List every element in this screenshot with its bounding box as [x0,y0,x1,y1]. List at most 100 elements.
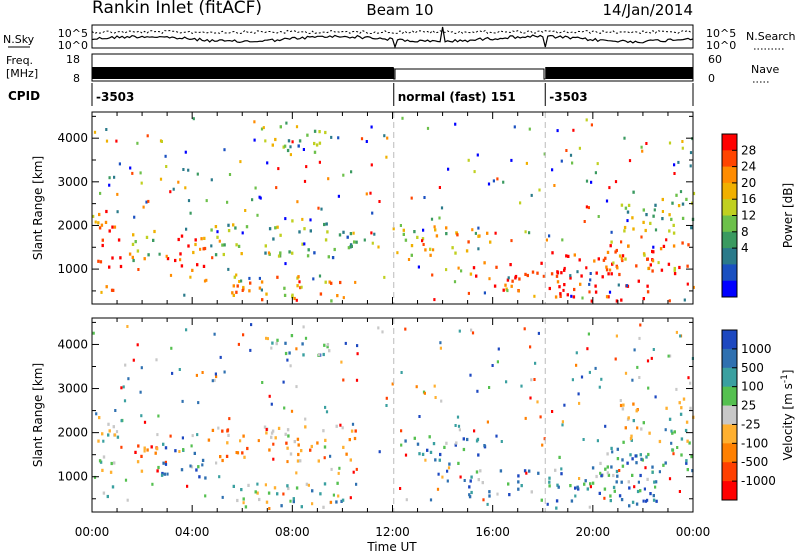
data-cell [635,502,639,506]
data-cell [276,225,279,229]
data-cell [681,140,684,143]
data-cell [611,262,614,266]
data-cell [245,225,249,229]
data-cell [454,122,457,126]
data-cell [298,139,302,143]
data-cell [646,477,649,481]
data-cell [550,272,554,276]
data-cell [268,507,271,510]
data-cell [256,213,259,217]
data-cell [601,473,605,477]
data-cell [575,363,578,367]
data-cell [136,249,140,253]
data-cell [600,473,603,477]
noise-search-label: N.Search [746,30,796,43]
data-cell [214,225,218,229]
data-cell [288,250,291,254]
data-cell [457,424,461,428]
data-cell [636,365,639,369]
data-cell [460,269,463,273]
colorbar-swatch [722,348,737,369]
data-cell [638,376,641,379]
data-cell [606,465,609,469]
colorbar-swatch [722,248,737,265]
data-cell [524,416,527,420]
data-cell [348,438,351,442]
data-cell [108,229,111,233]
y-tick-label: 1000 [57,262,88,276]
data-cell [201,371,204,374]
data-cell [303,179,307,183]
data-cell [385,396,388,400]
data-cell [679,412,683,416]
data-cell [102,491,106,495]
data-cell [631,500,635,504]
data-cell [274,137,277,142]
data-cell [619,399,622,402]
data-cell [436,487,440,491]
data-cell [289,452,293,456]
data-cell [577,392,580,396]
data-cell [116,435,120,439]
data-cell [654,228,658,232]
data-cell [479,469,482,473]
data-cell [295,347,298,351]
data-cell [434,228,437,232]
data-cell [623,229,626,233]
data-cell [279,233,282,237]
data-cell [261,298,264,302]
data-cell [218,475,221,479]
data-cell [214,253,218,257]
data-cell [185,227,188,231]
data-cell [588,505,591,509]
data-cell [301,242,304,246]
data-cell [681,202,685,206]
data-cell [525,471,528,475]
data-cell [106,494,109,499]
freq-band-marks [92,67,693,80]
data-cell [324,405,327,409]
data-cell [487,182,491,186]
data-cell [109,470,113,474]
data-cell [189,211,192,215]
data-cell [240,488,243,492]
data-cell [628,504,631,508]
data-cell [95,412,98,416]
data-cell [110,461,113,466]
velocity-colorbar: 1000 500 100 25 -25 -100 -500 -1000 Velocity [m … [721,329,795,501]
data-cell [561,238,564,242]
data-cell [284,341,287,345]
data-cell [400,371,403,374]
data-cell [643,487,646,491]
data-cell [416,442,420,446]
data-cell [286,460,289,464]
data-cell [626,210,630,214]
data-cell [658,470,661,474]
data-cell [295,486,299,490]
data-cell [119,264,123,269]
data-cell [438,186,441,189]
data-cell [290,334,294,338]
data-cell [302,148,305,151]
data-cell [463,479,466,482]
data-cell [429,498,433,502]
data-cell [277,167,280,171]
data-cell [622,440,625,444]
data-cell [615,334,618,338]
data-cell [335,500,338,504]
data-cell [101,243,104,248]
data-cell [488,490,491,494]
data-cell [114,409,117,412]
data-cell [426,126,430,130]
data-cell [211,428,215,432]
data-cell [337,136,340,140]
data-cell [618,469,621,472]
data-cell [216,235,219,239]
data-cell [650,356,653,360]
colorbar-swatch [722,367,737,388]
data-cell [115,430,119,434]
data-cell [567,254,570,258]
colorbar-swatch [722,386,737,407]
data-cell [249,348,252,352]
data-cell [293,296,296,301]
